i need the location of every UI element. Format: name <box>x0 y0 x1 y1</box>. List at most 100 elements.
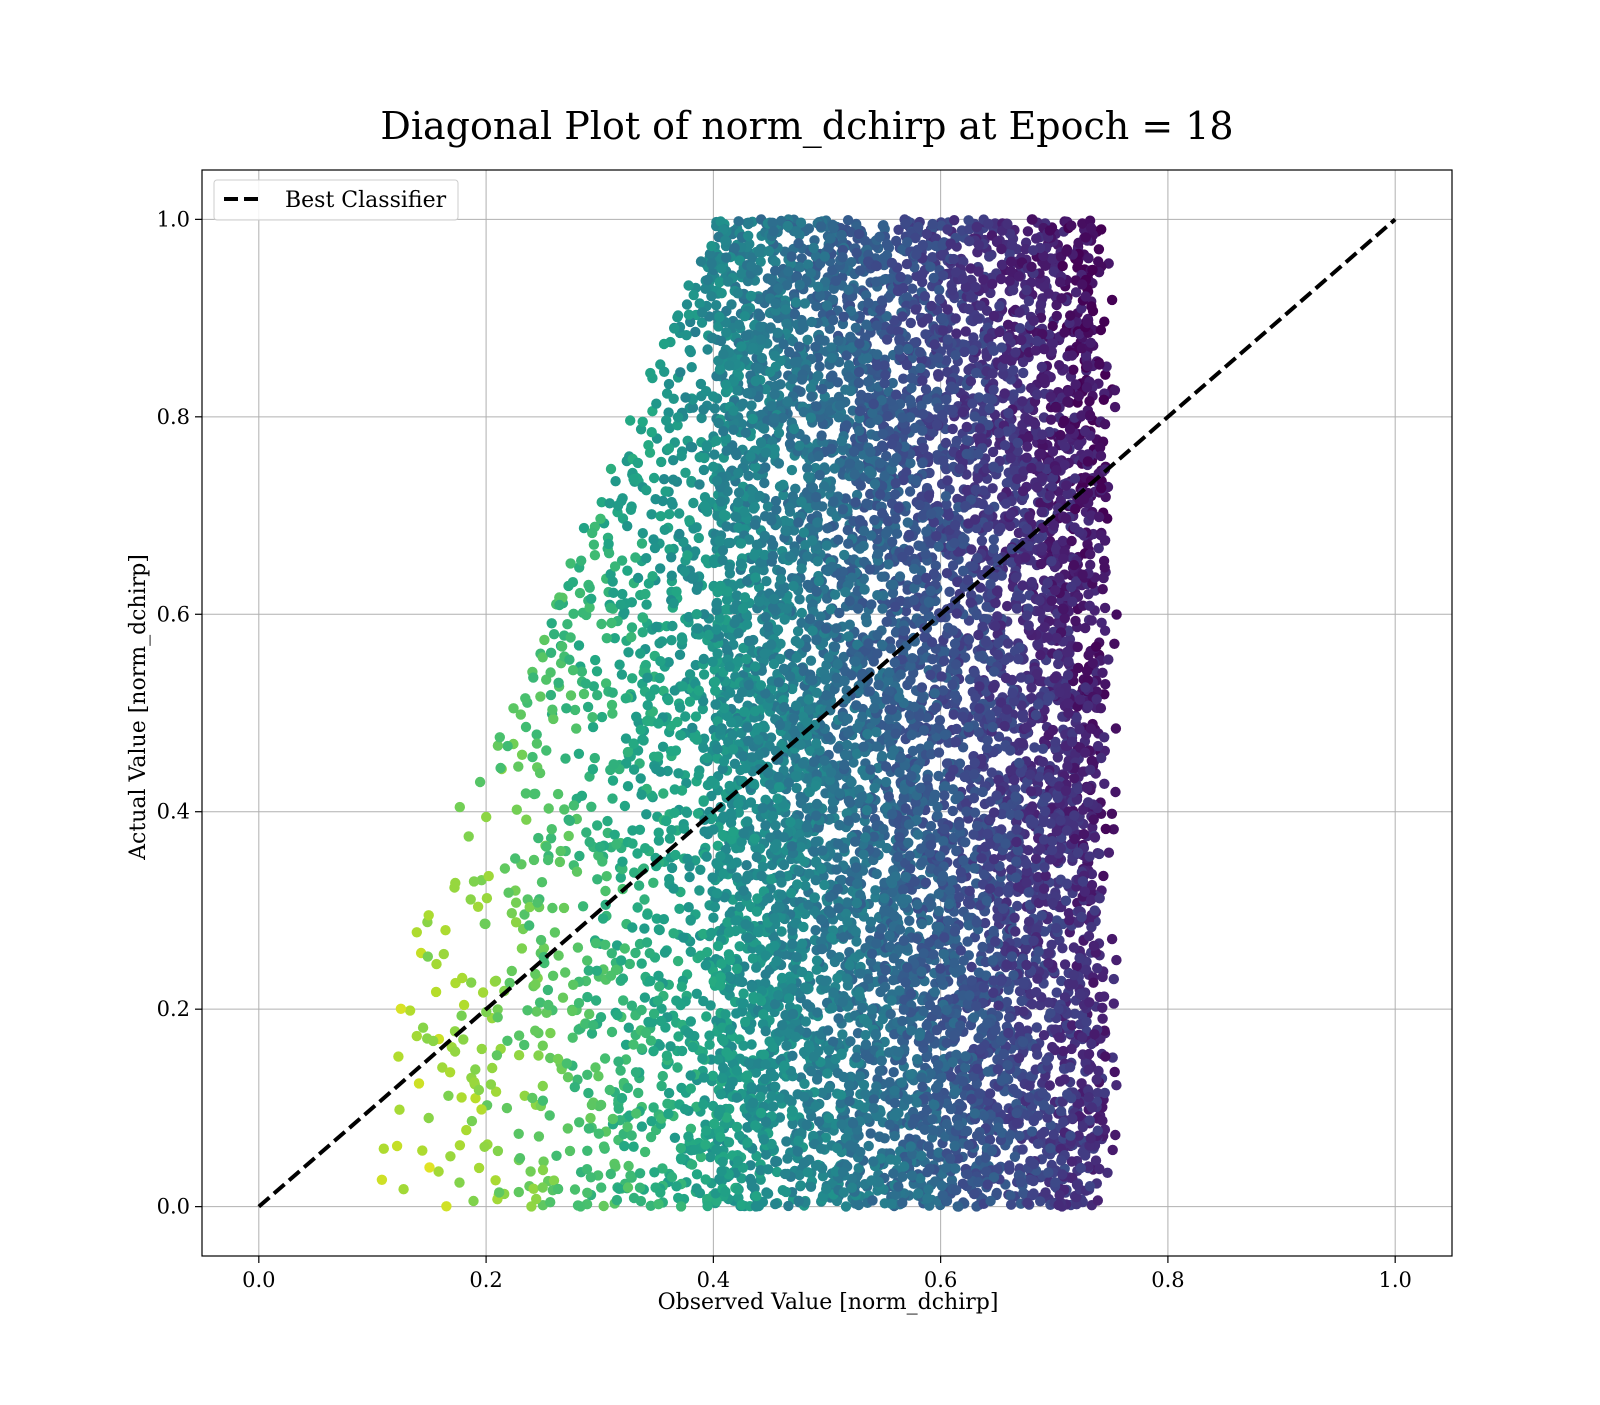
scatter-point <box>851 323 861 333</box>
scatter-point <box>799 1079 809 1089</box>
scatter-point <box>742 619 752 629</box>
scatter-point <box>433 1166 443 1176</box>
scatter-point <box>574 1117 584 1127</box>
scatter-point <box>645 948 655 958</box>
scatter-point <box>673 956 683 966</box>
scatter-point <box>708 1071 718 1081</box>
scatter-point <box>944 510 954 520</box>
scatter-point <box>577 667 587 677</box>
scatter-point <box>674 904 684 914</box>
scatter-point <box>531 1194 541 1204</box>
chart-title: Diagonal Plot of norm_dchirp at Epoch = … <box>380 104 1233 149</box>
scatter-point <box>596 1182 606 1192</box>
scatter-point <box>579 689 589 699</box>
scatter-point <box>547 618 557 628</box>
scatter-point <box>843 215 853 225</box>
scatter-point <box>572 867 582 877</box>
scatter-point <box>666 746 676 756</box>
scatter-point <box>508 703 518 713</box>
scatter-point <box>694 533 704 543</box>
scatter-point <box>676 1201 686 1211</box>
scatter-point <box>905 1069 915 1079</box>
scatter-point <box>674 508 684 518</box>
scatter-point <box>594 1129 604 1139</box>
scatter-point <box>544 803 554 813</box>
scatter-point <box>977 536 987 546</box>
scatter-point <box>424 1113 434 1123</box>
scatter-point <box>741 860 751 870</box>
scatter-point <box>620 943 630 953</box>
scatter-point <box>1008 285 1018 295</box>
scatter-point <box>1059 1074 1069 1084</box>
scatter-point <box>424 1162 434 1172</box>
scatter-point <box>551 1151 561 1161</box>
scatter-point <box>810 925 820 935</box>
scatter-point <box>1094 1164 1104 1174</box>
scatter-point <box>574 749 584 759</box>
scatter-point <box>787 939 797 949</box>
scatter-point <box>1035 650 1045 660</box>
scatter-point <box>637 1121 647 1131</box>
scatter-point <box>811 301 821 311</box>
scatter-point <box>905 458 915 468</box>
scatter-point <box>564 831 574 841</box>
scatter-point <box>1098 871 1108 881</box>
scatter-point <box>699 1072 709 1082</box>
scatter-point <box>541 842 551 852</box>
scatter-point <box>751 1191 761 1201</box>
scatter-point <box>702 344 712 354</box>
scatter-point <box>568 609 578 619</box>
scatter-point <box>521 722 531 732</box>
scatter-point <box>686 947 696 957</box>
scatter-point <box>951 724 961 734</box>
scatter-point <box>623 747 633 757</box>
scatter-point <box>1023 226 1033 236</box>
scatter-point <box>814 362 824 372</box>
scatter-point <box>948 424 958 434</box>
scatter-point <box>466 894 476 904</box>
scatter-point <box>607 948 617 958</box>
scatter-point <box>1109 974 1119 984</box>
scatter-point <box>1027 999 1037 1009</box>
scatter-point <box>659 474 669 484</box>
scatter-point <box>852 723 862 733</box>
scatter-point <box>514 1129 524 1139</box>
scatter-point <box>445 1151 455 1161</box>
scatter-point <box>570 705 580 715</box>
scatter-point <box>1058 554 1068 564</box>
scatter-point <box>588 722 598 732</box>
scatter-point <box>482 893 492 903</box>
scatter-point <box>623 781 633 791</box>
scatter-point <box>1096 753 1106 763</box>
scatter-point <box>640 1147 650 1157</box>
scatter-point <box>1109 639 1119 649</box>
scatter-point <box>1110 1067 1120 1077</box>
scatter-point <box>1094 244 1104 254</box>
scatter-point <box>616 872 626 882</box>
scatter-point <box>927 252 937 262</box>
scatter-point <box>711 300 721 310</box>
scatter-point <box>1048 446 1058 456</box>
scatter-point <box>783 1201 793 1211</box>
scatter-point <box>647 571 657 581</box>
scatter-point <box>602 816 612 826</box>
scatter-point <box>610 476 620 486</box>
scatter-point <box>739 998 749 1008</box>
scatter-point <box>797 608 807 618</box>
scatter-point <box>1058 536 1068 546</box>
scatter-point <box>563 1123 573 1133</box>
scatter-point <box>597 712 607 722</box>
scatter-point <box>963 215 973 225</box>
scatter-point <box>589 540 599 550</box>
scatter-point <box>455 1140 465 1150</box>
scatter-point <box>677 982 687 992</box>
scatter-point <box>604 548 614 558</box>
scatter-point <box>531 1006 541 1016</box>
scatter-point <box>547 824 557 834</box>
scatter-point <box>479 1142 489 1152</box>
scatter-point <box>787 465 797 475</box>
scatter-point <box>596 1100 606 1110</box>
scatter-point <box>672 1062 682 1072</box>
